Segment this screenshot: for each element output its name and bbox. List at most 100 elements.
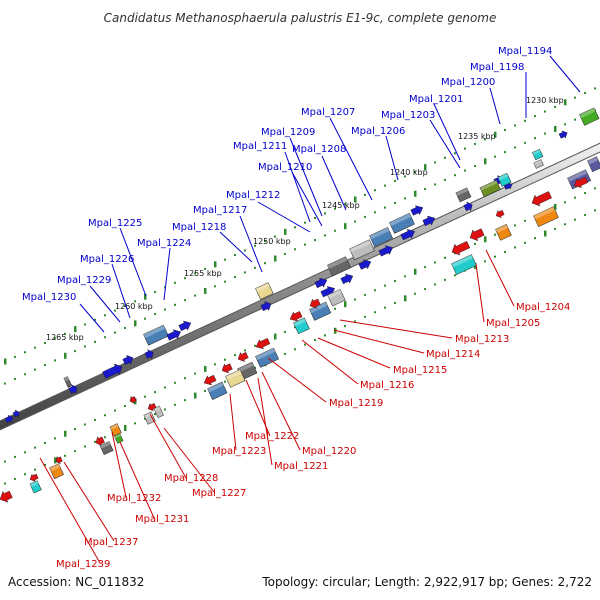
forward-gene-arrow[interactable] xyxy=(340,271,355,285)
feature-gene-arrow[interactable] xyxy=(497,172,512,187)
reverse-gene-arrow[interactable] xyxy=(529,189,552,208)
reverse-gene-arrow[interactable] xyxy=(308,297,321,310)
gene-label-mpal-1223[interactable]: Mpal_1223 xyxy=(212,446,266,457)
gene-label-mpal-1216[interactable]: Mpal_1216 xyxy=(360,380,414,391)
feature-gene-arrow[interactable] xyxy=(579,107,600,126)
feature-gene-arrow[interactable] xyxy=(495,224,512,241)
gene-label-mpal-1194[interactable]: Mpal_1194 xyxy=(498,46,552,57)
forward-gene-arrow[interactable] xyxy=(400,227,417,242)
forward-gene-arrow[interactable] xyxy=(260,299,273,312)
feature-gene-arrow[interactable] xyxy=(293,317,310,335)
gene-label-mpal-1203[interactable]: Mpal_1203 xyxy=(381,110,435,121)
reverse-gene-arrow[interactable] xyxy=(254,336,271,351)
feature-gene-arrow[interactable] xyxy=(153,405,164,419)
reverse-gene-arrow[interactable] xyxy=(449,239,471,257)
feature-gene-arrow[interactable] xyxy=(255,347,280,368)
feature-gene-arrow[interactable] xyxy=(255,282,274,300)
feature-gene-arrow[interactable] xyxy=(29,480,42,494)
feature-gene-arrow[interactable] xyxy=(587,156,600,173)
feature-gene-arrow[interactable] xyxy=(143,411,156,425)
gene-label-mpal-1231[interactable]: Mpal_1231 xyxy=(135,514,189,525)
reverse-gene-arrow[interactable] xyxy=(220,362,233,375)
gene-label-mpal-1222[interactable]: Mpal_1222 xyxy=(245,431,299,442)
gene-label-mpal-1217[interactable]: Mpal_1217 xyxy=(193,205,247,216)
gene-label-mpal-1229[interactable]: Mpal_1229 xyxy=(57,275,111,286)
forward-gene-arrow[interactable] xyxy=(178,318,193,332)
reverse-gene-arrow[interactable] xyxy=(288,310,303,324)
forward-gene-arrow[interactable] xyxy=(463,200,474,212)
feature-gene-arrow[interactable] xyxy=(531,148,544,161)
forward-gene-arrow[interactable] xyxy=(166,327,183,342)
feature-gene-arrow[interactable] xyxy=(533,159,544,169)
gene-label-mpal-1225[interactable]: Mpal_1225 xyxy=(88,218,142,229)
feature-gene-arrow[interactable] xyxy=(349,239,375,261)
forward-gene-arrow[interactable] xyxy=(558,129,569,140)
forward-gene-arrow[interactable] xyxy=(378,243,395,258)
forward-gene-arrow[interactable] xyxy=(68,383,79,395)
gene-label-mpal-1211[interactable]: Mpal_1211 xyxy=(233,141,287,152)
gene-label-mpal-1215[interactable]: Mpal_1215 xyxy=(393,365,447,376)
reverse-gene-arrow[interactable] xyxy=(28,472,39,483)
gene-label-mpal-1214[interactable]: Mpal_1214 xyxy=(426,349,480,360)
gene-label-mpal-1200[interactable]: Mpal_1200 xyxy=(441,77,495,88)
feature-gene-arrow[interactable] xyxy=(479,179,501,198)
gene-label-mpal-1207[interactable]: Mpal_1207 xyxy=(301,107,355,118)
reverse-gene-arrow[interactable] xyxy=(236,350,249,363)
feature-gene-arrow[interactable] xyxy=(63,376,73,388)
reverse-gene-arrow[interactable] xyxy=(128,395,137,405)
gene-label-mpal-1213[interactable]: Mpal_1213 xyxy=(455,334,509,345)
gene-label-mpal-1208[interactable]: Mpal_1208 xyxy=(292,144,346,155)
forward-gene-arrow[interactable] xyxy=(422,214,437,228)
gene-label-mpal-1205[interactable]: Mpal_1205 xyxy=(486,318,540,329)
forward-gene-arrow[interactable] xyxy=(101,361,124,380)
gene-label-mpal-1228[interactable]: Mpal_1228 xyxy=(164,473,218,484)
forward-gene-arrow[interactable] xyxy=(314,276,329,290)
forward-gene-arrow[interactable] xyxy=(122,353,135,366)
feature-gene-arrow[interactable] xyxy=(207,381,228,400)
feature-gene-arrow[interactable] xyxy=(327,256,352,277)
feature-gene-arrow[interactable] xyxy=(369,226,394,247)
gene-label-mpal-1206[interactable]: Mpal_1206 xyxy=(351,126,405,137)
reverse-gene-arrow[interactable] xyxy=(202,373,217,387)
forward-gene-arrow[interactable] xyxy=(12,409,21,419)
gene-label-mpal-1198[interactable]: Mpal_1198 xyxy=(470,62,524,73)
gene-label-mpal-1204[interactable]: Mpal_1204 xyxy=(516,302,570,313)
gene-label-mpal-1210[interactable]: Mpal_1210 xyxy=(258,162,312,173)
forward-gene-arrow[interactable] xyxy=(4,414,15,425)
gene-label-mpal-1219[interactable]: Mpal_1219 xyxy=(329,398,383,409)
gene-label-mpal-1209[interactable]: Mpal_1209 xyxy=(261,127,315,138)
gene-label-mpal-1212[interactable]: Mpal_1212 xyxy=(226,190,280,201)
feature-gene-arrow[interactable] xyxy=(109,423,122,437)
reverse-gene-arrow[interactable] xyxy=(467,226,485,243)
reverse-gene-arrow[interactable] xyxy=(54,455,63,465)
feature-gene-arrow[interactable] xyxy=(455,187,472,203)
feature-gene-arrow[interactable] xyxy=(143,324,169,346)
gene-label-mpal-1227[interactable]: Mpal_1227 xyxy=(192,488,246,499)
gene-label-mpal-1224[interactable]: Mpal_1224 xyxy=(137,238,191,249)
reverse-gene-arrow[interactable] xyxy=(0,489,13,505)
reverse-gene-arrow[interactable] xyxy=(94,435,105,447)
gene-label-mpal-1232[interactable]: Mpal_1232 xyxy=(107,493,161,504)
gene-label-mpal-1201[interactable]: Mpal_1201 xyxy=(409,94,463,105)
feature-gene-arrow[interactable] xyxy=(451,254,477,275)
feature-gene-arrow[interactable] xyxy=(327,288,346,307)
feature-gene-arrow[interactable] xyxy=(99,441,114,456)
feature-gene-arrow[interactable] xyxy=(225,369,246,388)
feature-gene-arrow[interactable] xyxy=(533,206,559,228)
gene-label-mpal-1237[interactable]: Mpal_1237 xyxy=(84,537,138,548)
gene-label-mpal-1220[interactable]: Mpal_1220 xyxy=(302,446,356,457)
feature-gene-arrow[interactable] xyxy=(389,212,415,234)
gene-label-mpal-1218[interactable]: Mpal_1218 xyxy=(172,222,226,233)
gene-label-mpal-1226[interactable]: Mpal_1226 xyxy=(80,254,134,265)
reverse-gene-arrow[interactable] xyxy=(572,175,589,190)
top-label-leader xyxy=(385,135,399,181)
forward-gene-arrow[interactable] xyxy=(410,203,425,217)
gene-label-mpal-1239[interactable]: Mpal_1239 xyxy=(56,559,110,570)
gene-label-mpal-1230[interactable]: Mpal_1230 xyxy=(22,292,76,303)
feature-gene-arrow[interactable] xyxy=(49,463,64,480)
reverse-gene-arrow[interactable] xyxy=(494,209,505,220)
forward-gene-arrow[interactable] xyxy=(358,257,373,271)
gene-label-mpal-1221[interactable]: Mpal_1221 xyxy=(274,461,328,472)
forward-gene-arrow[interactable] xyxy=(144,348,155,360)
top-strand-labels: Mpal_1194 Mpal_1198 Mpal_1200 Mpal_1201 … xyxy=(22,46,552,303)
